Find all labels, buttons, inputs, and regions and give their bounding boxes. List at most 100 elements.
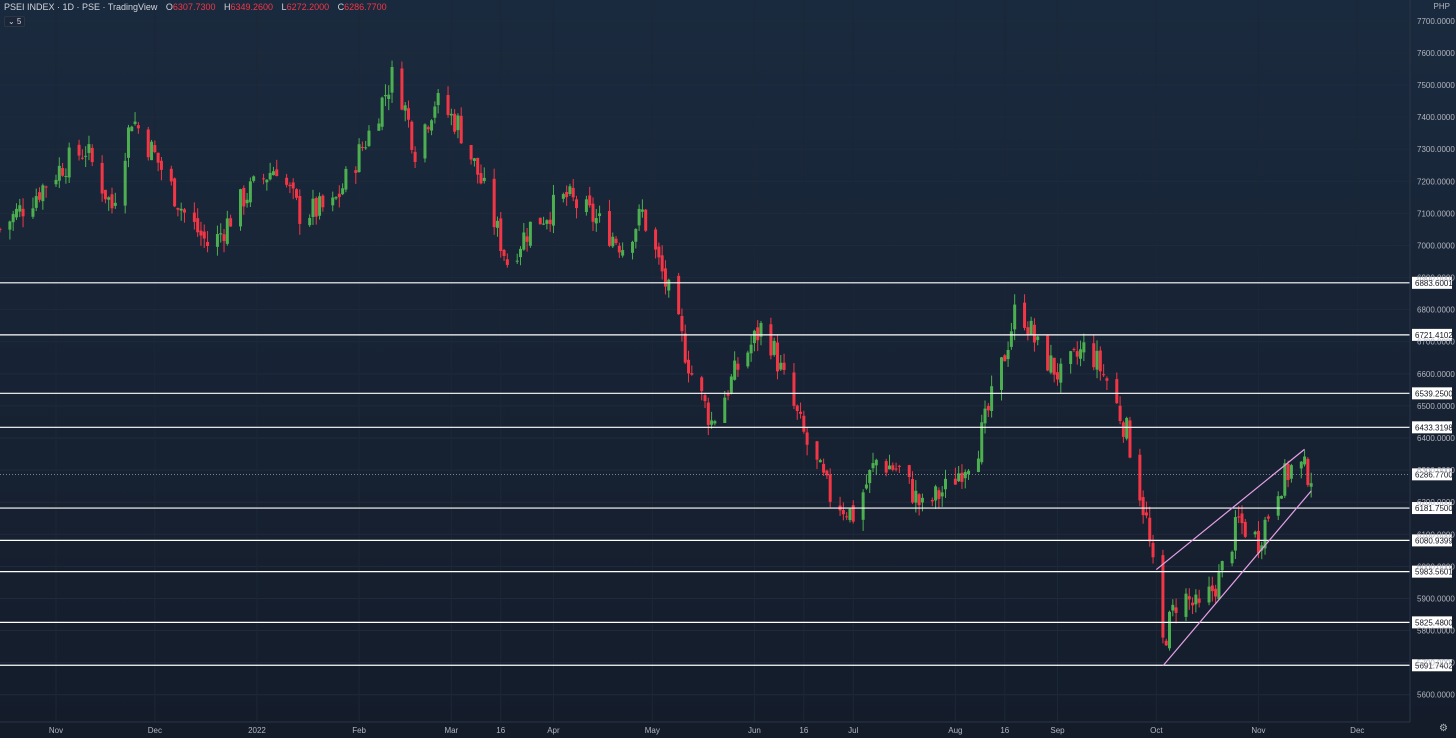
candle-body (690, 373, 694, 375)
candle-body (150, 141, 154, 161)
candle-body (920, 497, 924, 503)
candle-body (426, 127, 430, 130)
candle-body (44, 186, 48, 188)
candle-body (344, 168, 348, 190)
candle-body (1266, 516, 1270, 519)
candle-body (887, 465, 891, 470)
candle-body (1151, 542, 1155, 558)
candle-body (617, 245, 621, 253)
candle-body (449, 113, 453, 116)
candle-body (400, 68, 404, 110)
price-tick-label: 7500.0000 (1417, 81, 1455, 90)
candle-body (321, 195, 325, 208)
legend-header: PSEI INDEX · 1D · PSE · TradingView O630… (4, 2, 387, 12)
candle-body (367, 130, 371, 147)
candle-body (894, 468, 898, 470)
candle-body (41, 185, 45, 202)
level-price-label: 5825.4800 (1415, 618, 1453, 627)
candle-body (990, 386, 994, 411)
candle-body (845, 516, 849, 518)
candle-body (11, 214, 15, 223)
candle-body (749, 344, 753, 354)
candle-body (1098, 350, 1102, 372)
candle-body (861, 492, 865, 520)
candle-body (354, 170, 358, 173)
candle-body (21, 208, 25, 217)
candle-body (631, 241, 635, 253)
candle-body (1237, 516, 1241, 518)
candle-body (337, 193, 341, 198)
candle-body (126, 127, 130, 158)
candle-body (1197, 598, 1201, 603)
candle-body (159, 160, 163, 170)
candle-body (248, 181, 252, 203)
candle-body (654, 229, 658, 250)
candle-body (841, 510, 845, 515)
candle-body (413, 151, 417, 163)
price-tick-label: 6400.0000 (1417, 434, 1455, 443)
candle-body (637, 208, 641, 226)
candle-body (271, 171, 275, 176)
indicator-toggle-button[interactable]: ⌄ 5 (4, 16, 26, 27)
candle-body (713, 421, 717, 424)
candle-body (822, 463, 826, 473)
candle-body (1289, 465, 1293, 479)
candle-body (436, 93, 440, 106)
candle-body (584, 199, 588, 213)
candle-body (87, 144, 91, 153)
candle-body (1148, 517, 1152, 542)
candle-body (729, 376, 733, 393)
candle-body (614, 238, 618, 244)
candle-body (453, 113, 457, 132)
candle-body (953, 478, 957, 485)
candle-body (84, 155, 88, 157)
candle-body (179, 208, 183, 211)
settings-gear-icon[interactable]: ⚙ (1439, 723, 1448, 734)
symbol-title: PSEI INDEX · 1D · PSE · TradingView (4, 2, 158, 12)
candle-body (176, 207, 180, 210)
candle-body (657, 246, 661, 258)
grid-layer (0, 0, 1410, 722)
candle-body (772, 340, 776, 355)
price-tick-label: 6200.0000 (1417, 498, 1455, 507)
time-tick-label: 2022 (248, 726, 266, 735)
candle-body (311, 198, 315, 217)
candle-body (262, 178, 266, 180)
candle-body (1283, 463, 1287, 496)
level-price-label: 6721.4102 (1415, 331, 1453, 340)
level-price-tag (1412, 659, 1452, 672)
candle-body (64, 176, 68, 178)
candle-body (1009, 331, 1013, 347)
price-tick-label: 7000.0000 (1417, 241, 1455, 250)
candle-body (683, 333, 687, 363)
candle-body (1220, 561, 1224, 571)
candle-body (215, 234, 219, 247)
candle-body (1171, 604, 1175, 611)
candle-body (1023, 302, 1027, 328)
close-key: C (337, 2, 345, 12)
candle-body (687, 359, 691, 374)
time-tick-label: Sep (1050, 726, 1065, 735)
time-tick-label: Mar (444, 726, 458, 735)
candle-body (8, 221, 12, 230)
candle-body (1115, 379, 1119, 404)
price-tick-label: 6300.0000 (1417, 466, 1455, 475)
candle-body (499, 218, 503, 251)
candle-body (1128, 420, 1132, 458)
candle-body (706, 402, 710, 425)
price-tick-label: 5700.0000 (1417, 659, 1455, 668)
candle-body (986, 405, 990, 411)
candle-body (726, 394, 730, 396)
candle-body (61, 168, 65, 176)
candle-body (1253, 531, 1257, 535)
time-tick-label: Feb (352, 726, 366, 735)
candle-body (802, 415, 806, 432)
candle-body (1056, 372, 1059, 380)
candle-body (1256, 530, 1260, 554)
time-tick-label: 16 (496, 726, 505, 735)
price-tick-label: 6900.0000 (1417, 274, 1455, 283)
candle-body (799, 411, 803, 414)
currency-label: PHP (1433, 2, 1450, 11)
time-tick-label: 16 (1000, 726, 1009, 735)
